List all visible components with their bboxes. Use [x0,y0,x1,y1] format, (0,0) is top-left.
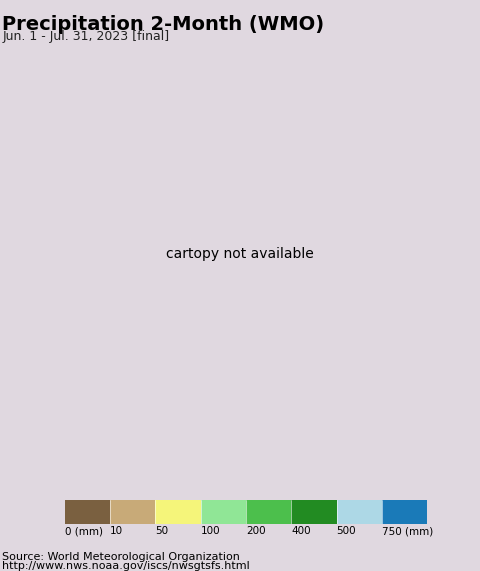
Text: 0 (mm): 0 (mm) [65,526,103,536]
Text: 400: 400 [291,526,311,536]
Bar [110,500,156,524]
Text: 100: 100 [201,526,220,536]
Text: 200: 200 [246,526,265,536]
Bar [65,500,110,524]
Text: 750 (mm): 750 (mm) [382,526,433,536]
Text: 50: 50 [156,526,168,536]
Text: Jun. 1 - Jul. 31, 2023 [final]: Jun. 1 - Jul. 31, 2023 [final] [2,30,169,43]
Bar [246,500,291,524]
Bar [291,500,336,524]
Text: Source: World Meteorological Organization: Source: World Meteorological Organizatio… [2,552,240,562]
Text: 10: 10 [110,526,123,536]
Text: cartopy not available: cartopy not available [166,247,314,261]
Bar [201,500,246,524]
Bar [336,500,382,524]
Text: 500: 500 [336,526,356,536]
Text: Precipitation 2-Month (WMO): Precipitation 2-Month (WMO) [2,15,324,34]
Bar [156,500,201,524]
Bar [382,500,427,524]
Text: http://www.nws.noaa.gov/iscs/nwsgtsfs.html: http://www.nws.noaa.gov/iscs/nwsgtsfs.ht… [2,561,250,571]
